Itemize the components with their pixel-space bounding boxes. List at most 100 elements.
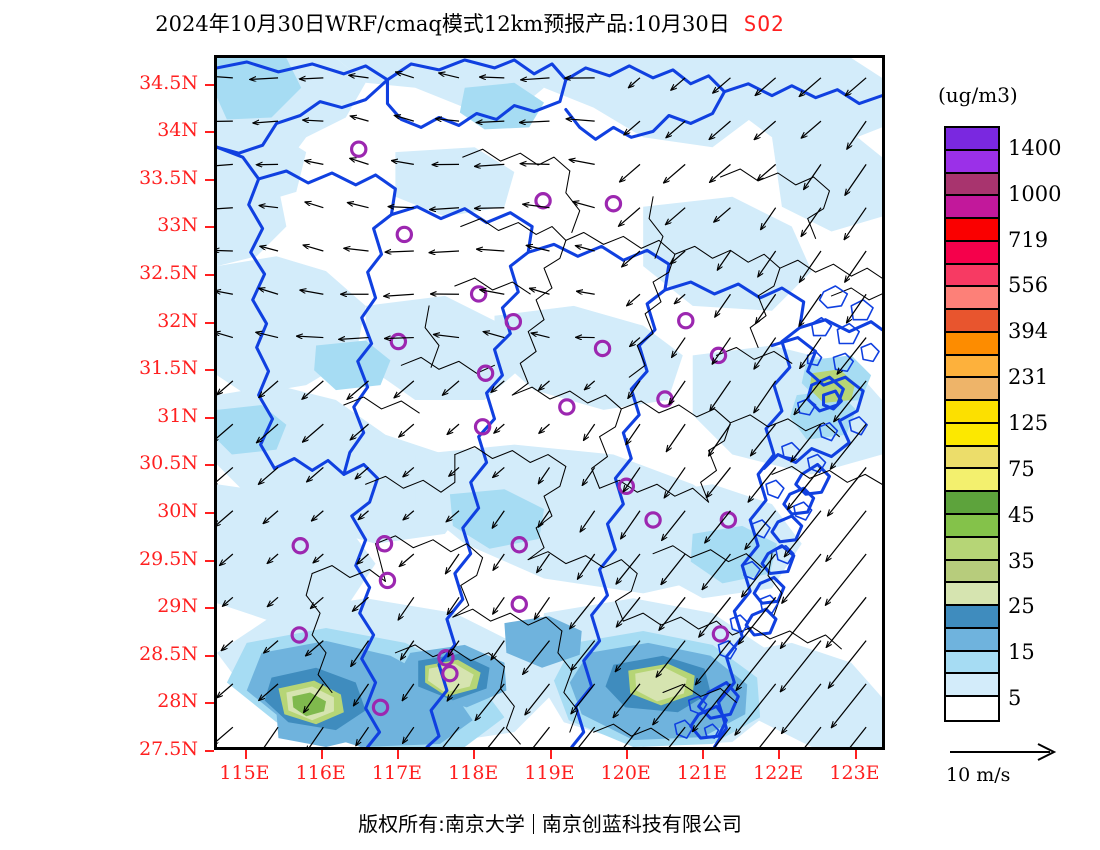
wind-arrow [217, 291, 233, 295]
wind-arrow [739, 596, 777, 644]
city-marker[interactable] [534, 192, 552, 210]
wind-arrow [847, 293, 867, 322]
city-marker[interactable] [378, 571, 397, 590]
wind-arrow [781, 596, 822, 648]
wind-arrow [399, 423, 415, 437]
wind-arrow [484, 332, 505, 339]
city-marker[interactable] [617, 477, 636, 495]
x-axis-label-121E: 121E [676, 762, 728, 784]
wind-arrow [532, 726, 550, 747]
wind-arrow [430, 208, 460, 210]
city-marker[interactable] [290, 626, 308, 644]
city-marker[interactable] [510, 536, 528, 554]
wind-arrow [714, 207, 731, 222]
wind-arrow [573, 202, 595, 209]
colorbar-label-15: 15 [1008, 640, 1035, 665]
colorbar-band-14 [946, 446, 998, 470]
wind-arrow [580, 510, 596, 532]
wind-arrow [788, 467, 822, 509]
wind-arrow [395, 115, 414, 122]
title-species: SO2 [743, 12, 785, 36]
city-marker[interactable] [677, 311, 695, 330]
y-tick [205, 511, 214, 514]
city-marker[interactable] [644, 511, 662, 529]
wind-arrow [217, 726, 234, 744]
wind-arrow [356, 726, 370, 745]
so2-concentration-map [217, 58, 882, 747]
wind-arrow [754, 337, 777, 369]
colorbar-band-18 [946, 537, 998, 561]
wind-arrow [829, 640, 867, 688]
wind-arrow [521, 164, 550, 165]
wind-arrow [403, 466, 415, 476]
wind-arrow [434, 334, 460, 339]
wind-arrow [306, 640, 324, 656]
city-marker[interactable] [604, 195, 623, 213]
city-marker[interactable] [469, 285, 488, 303]
wind-arrow [629, 77, 641, 88]
wind-arrow [300, 290, 324, 295]
wind-arrow [800, 250, 822, 282]
wind-arrow [845, 164, 867, 195]
wind-arrow [666, 120, 686, 137]
colorbar-label-1000: 1000 [1008, 181, 1062, 206]
wind-arrow [521, 78, 550, 80]
wind-arrow [303, 423, 324, 442]
city-marker[interactable] [350, 140, 368, 158]
wind-arrow [781, 640, 822, 692]
colorbar-label-125: 125 [1008, 411, 1049, 435]
wind-arrow [217, 423, 234, 441]
colorbar-label-35: 35 [1008, 548, 1035, 573]
colorbar-band-9 [946, 332, 998, 356]
wind-arrow [250, 78, 279, 80]
y-axis-label-31N: 31N [157, 404, 198, 427]
wind-arrow [617, 596, 641, 626]
wind-arrow [351, 116, 369, 122]
colorbar-band-13 [946, 423, 998, 447]
wind-arrow [223, 596, 234, 606]
wind-arrow [837, 337, 867, 374]
city-marker[interactable] [291, 537, 309, 555]
colorbar-band-24 [946, 674, 998, 698]
city-marker[interactable] [711, 625, 730, 643]
city-marker[interactable] [395, 225, 414, 244]
city-marker[interactable] [593, 339, 612, 358]
wind-arrow [577, 291, 595, 295]
city-marker[interactable] [709, 346, 728, 365]
wind-arrow [217, 76, 233, 79]
y-tick [205, 750, 214, 752]
city-marker[interactable] [510, 595, 528, 613]
map-plot-area[interactable] [214, 55, 885, 750]
city-marker[interactable] [371, 698, 390, 717]
wind-arrow [801, 120, 822, 138]
city-marker[interactable] [473, 418, 492, 436]
city-marker[interactable] [441, 664, 459, 683]
city-marker[interactable] [389, 332, 408, 351]
wind-arrow [616, 640, 641, 672]
wind-arrow [584, 423, 596, 440]
wind-arrow [804, 164, 822, 189]
wind-arrow [671, 77, 686, 90]
city-marker[interactable] [558, 398, 576, 416]
city-marker[interactable] [476, 364, 495, 382]
wind-arrow [745, 510, 777, 549]
wind-arrow [392, 161, 414, 165]
city-marker[interactable] [504, 312, 523, 331]
wind-arrow [531, 333, 550, 339]
wind-arrow [402, 683, 415, 701]
wind-arrow [616, 553, 641, 584]
colorbar-band-3 [946, 196, 998, 220]
wind-arrow [782, 553, 822, 603]
city-marker[interactable] [375, 535, 394, 553]
colorbar[interactable] [944, 126, 1000, 722]
wind-arrow [477, 121, 505, 122]
wind-arrow [662, 510, 686, 540]
y-tick [205, 559, 214, 562]
wind-arrow [712, 337, 731, 364]
colorbar-label-556: 556 [1008, 273, 1049, 298]
wind-arrow [439, 73, 460, 79]
wind-arrow [313, 553, 324, 563]
wind-arrow [493, 466, 505, 477]
wind-arrow [394, 380, 415, 398]
colorbar-label-5: 5 [1008, 686, 1022, 711]
